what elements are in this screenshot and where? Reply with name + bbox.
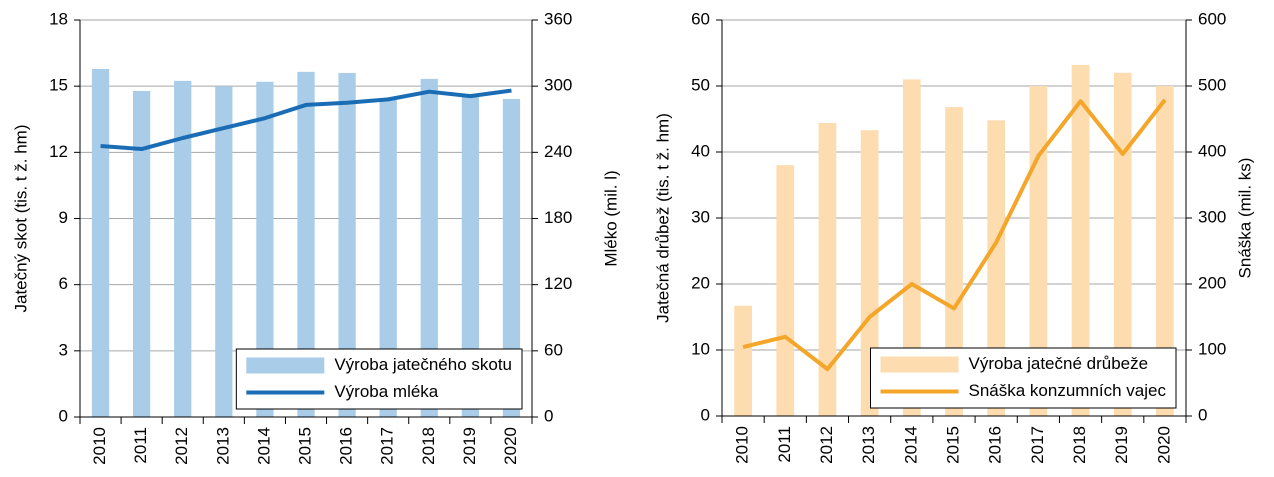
y2-tick-label: 600	[1198, 9, 1226, 28]
y-tick-label: 0	[59, 406, 68, 425]
y2-tick-label: 120	[544, 274, 572, 293]
x-tick-label: 2019	[460, 427, 479, 465]
legend: Výroba jatečné drůbeže Snáška konzumních …	[870, 347, 1177, 409]
x-tick-label: 2014	[254, 427, 273, 465]
y-tick-label: 12	[49, 142, 68, 161]
bar	[174, 80, 192, 417]
bar	[987, 120, 1006, 416]
x-tick-label: 2016	[986, 426, 1005, 464]
y-tick-label: 0	[701, 405, 710, 424]
y2-tick-label: 300	[1198, 207, 1226, 226]
line	[742, 98, 1167, 372]
x-tick-label: 2018	[1070, 426, 1089, 464]
y2-tick-label: 400	[1198, 141, 1226, 160]
bar	[91, 68, 110, 418]
x-tick-label: 2020	[1154, 426, 1173, 464]
bar	[379, 99, 397, 418]
legend: Výroba jatečného skotu Výroba mléka	[235, 348, 523, 410]
y-tick-label: 10	[691, 339, 710, 358]
bar	[256, 81, 274, 417]
bar	[297, 71, 315, 417]
legend-label: Výroba jatečné drůbeže	[969, 354, 1149, 373]
y2-axis-title: Mléko (mil. l)	[601, 170, 620, 266]
bar	[133, 91, 151, 417]
x-tick-label: 2010	[733, 426, 752, 464]
y-tick-label: 18	[49, 9, 68, 28]
bar	[776, 165, 795, 416]
x-tick-label: 2016	[337, 427, 356, 465]
x-tick-label: 2014	[901, 426, 920, 464]
y-tick-label: 6	[59, 274, 68, 293]
y-tick-label: 3	[59, 340, 68, 359]
legend-label: Výroba mléka	[334, 382, 438, 401]
bar	[902, 79, 921, 417]
x-tick-label: 2019	[1112, 426, 1131, 464]
bar	[461, 94, 479, 417]
bar	[1071, 64, 1090, 416]
legend-label: Snáška konzumních vajec	[969, 381, 1167, 400]
x-tick-label: 2020	[501, 427, 520, 465]
x-tick-label: 2017	[1028, 426, 1047, 464]
y-tick-label: 9	[59, 208, 68, 227]
y-tick-label: 40	[691, 141, 710, 160]
x-tick-label: 2010	[90, 427, 109, 465]
x-tick-label: 2015	[295, 427, 314, 465]
y2-tick-label: 0	[544, 406, 553, 425]
y-tick-label: 50	[691, 75, 710, 94]
legend-swatch	[246, 357, 325, 374]
y-tick-label: 30	[691, 207, 710, 226]
y-tick-label: 15	[49, 76, 68, 95]
y-axis-title: Jatečná drůbež (tis. t ž. hm)	[653, 113, 672, 323]
bar	[734, 305, 752, 416]
bar	[502, 98, 521, 417]
x-tick-label: 2012	[172, 427, 191, 465]
x-tick-label: 2013	[859, 426, 878, 464]
x-tick-label: 2013	[213, 427, 232, 465]
bar	[420, 78, 438, 417]
y-tick-label: 60	[691, 9, 710, 28]
legend-swatch	[880, 356, 959, 373]
y2-tick-label: 300	[544, 76, 572, 95]
bar	[860, 130, 879, 416]
y2-tick-label: 500	[1198, 75, 1226, 94]
y2-axis-title: Snáška (mil. ks)	[1235, 158, 1254, 279]
y2-tick-label: 200	[1198, 273, 1226, 292]
bar	[945, 107, 963, 417]
x-tick-label: 2017	[378, 427, 397, 465]
x-tick-label: 2012	[817, 426, 836, 464]
bar	[1156, 86, 1174, 416]
y2-tick-label: 0	[1198, 405, 1207, 424]
bar	[338, 72, 356, 417]
y-axis-title: Jatečný skot (tis. t ž. hm)	[11, 125, 30, 313]
line	[100, 88, 512, 152]
y2-tick-label: 100	[1198, 339, 1226, 358]
legend-label: Výroba jatečného skotu	[334, 355, 512, 374]
y2-tick-label: 240	[544, 142, 572, 161]
y2-tick-label: 360	[544, 9, 572, 28]
y2-tick-label: 60	[544, 340, 563, 359]
bar	[215, 86, 233, 418]
y-tick-label: 20	[691, 273, 710, 292]
y2-tick-label: 180	[544, 208, 572, 227]
bar	[1113, 72, 1132, 417]
x-tick-label: 2018	[419, 427, 438, 465]
x-tick-label: 2011	[131, 427, 150, 464]
bar	[818, 122, 837, 417]
x-tick-label: 2015	[943, 426, 962, 464]
x-tick-label: 2011	[775, 426, 794, 463]
